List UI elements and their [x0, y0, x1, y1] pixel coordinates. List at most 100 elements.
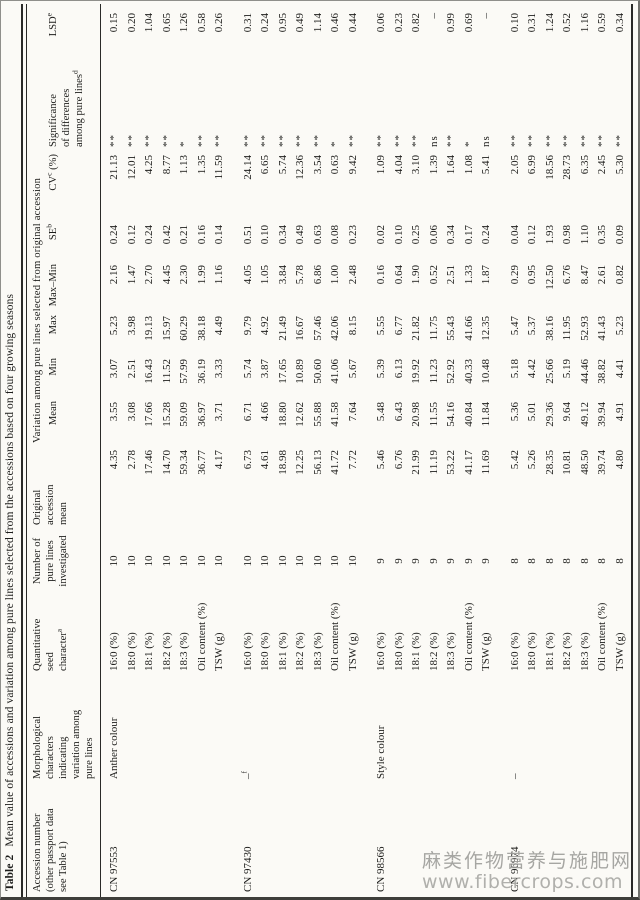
se-cell: 0.10: [392, 225, 405, 245]
lsd-cell: 0.31: [241, 13, 254, 33]
significance-cell: **: [143, 134, 156, 147]
cv-cell: 1.39: [427, 155, 440, 175]
table-row: TSW (g) 9 11.69 11.84 10.48 12.35 1.87 0…: [478, 4, 496, 897]
cv-cell: 4.25: [143, 155, 156, 175]
max-min-cell: 1.33: [462, 265, 475, 285]
significance-cell: **: [346, 134, 359, 147]
significance-cell: **: [508, 134, 521, 147]
table-row: 18:2 (%) 10 14.70 15.28 11.52 15.97 4.45…: [159, 4, 177, 897]
se-cell: 0.25: [410, 225, 423, 245]
max-min-cell: 3.84: [276, 265, 289, 285]
mean-cell: 4.66: [259, 402, 272, 422]
cv-cell: 11.59: [213, 155, 226, 180]
max-min-cell: 8.47: [578, 265, 591, 285]
character-cell: 18:0 (%): [259, 632, 272, 671]
mean-cell: 29.36: [543, 402, 556, 427]
accession-cell: [275, 781, 293, 897]
mean-cell: 5.48: [375, 402, 388, 422]
lsd-cell: 0.10: [508, 13, 521, 33]
pure-lines-count-cell: 9: [392, 558, 405, 564]
min-cell: 40.33: [462, 359, 475, 384]
morphology-cell: [559, 673, 577, 781]
cv-cell: 5.74: [276, 155, 289, 175]
header-significance: Significance of differences among pure l…: [47, 70, 85, 147]
accession-cell: [124, 781, 142, 897]
pure-lines-count-cell: 10: [195, 555, 208, 567]
header-number-of-pure-lines: Number of pure lines investigated: [31, 535, 69, 587]
max-cell: 9.79: [241, 316, 254, 336]
mean-cell: 39.94: [596, 402, 609, 427]
significance-cell: **: [596, 134, 609, 147]
character-cell: 18:2 (%): [294, 632, 307, 671]
character-cell: 18:3 (%): [178, 632, 191, 671]
mean-cell: 12.62: [294, 402, 307, 427]
pure-lines-count-cell: 9: [410, 558, 423, 564]
table-row: 18:1 (%) 10 17.46 17.66 16.43 19.13 2.70…: [141, 4, 159, 897]
se-cell: 0.34: [445, 225, 458, 245]
max-min-cell: 12.50: [543, 265, 556, 290]
morphology-cell: [159, 673, 177, 781]
max-min-cell: 1.87: [480, 265, 493, 285]
original-mean-cell: 11.69: [480, 450, 493, 475]
max-cell: 6.77: [392, 316, 405, 336]
accession-cell: [257, 781, 275, 897]
pure-lines-count-cell: 10: [259, 555, 272, 567]
significance-cell: **: [561, 134, 574, 147]
character-cell: 18:3 (%): [445, 632, 458, 671]
se-cell: 0.42: [160, 225, 173, 245]
header-mean: Mean: [47, 401, 59, 426]
table-row: CN 98566 Style colour 16:0 (%) 9 5.46 5.…: [373, 4, 391, 897]
character-cell: Oil content (%): [329, 602, 342, 671]
original-mean-cell: 12.25: [294, 450, 307, 475]
se-cell: 0.24: [143, 225, 156, 245]
morphology-cell: –f: [239, 771, 254, 779]
lsd-cell: 0.31: [526, 13, 539, 33]
mean-cell: 11.55: [427, 402, 440, 427]
max-cell: 41.66: [462, 316, 475, 341]
se-cell: 0.10: [259, 225, 272, 245]
table-row: Oil content (%) 9 41.17 40.84 40.33 41.6…: [461, 4, 479, 897]
min-cell: 5.67: [346, 359, 359, 379]
table-header-row: Accession number (other passport data se…: [31, 4, 100, 897]
max-cell: 41.43: [596, 316, 609, 341]
watermark: 麻类作物营养与施肥网 www.fibercrops.com: [422, 851, 632, 893]
morphology-cell: [612, 673, 630, 781]
table-row: CN 96974 – 16:0 (%) 8 5.42 5.36 5.18 5.4…: [507, 4, 525, 897]
character-cell: 18:3 (%): [311, 632, 324, 671]
accession-cell: [310, 781, 328, 897]
pure-lines-count-cell: 8: [543, 558, 556, 564]
accession-cell: [327, 781, 345, 897]
original-mean-cell: 41.17: [462, 450, 475, 475]
min-cell: 38.82: [596, 359, 609, 384]
se-cell: 0.12: [526, 225, 539, 245]
se-cell: 0.24: [108, 225, 121, 245]
table-row: 18:3 (%) 9 53.22 54.16 52.92 55.43 2.51 …: [443, 4, 461, 897]
max-min-cell: 1.99: [195, 265, 208, 285]
lsd-cell: 1.24: [543, 13, 556, 33]
morphology-cell: [292, 673, 310, 781]
morphology-cell: [211, 673, 229, 781]
original-mean-cell: 18.98: [276, 450, 289, 475]
max-min-cell: 1.00: [329, 265, 342, 285]
lsd-cell: 1.04: [143, 13, 156, 33]
header-variation-group-title: Variation among pure lines selected from…: [31, 177, 43, 443]
se-cell: 0.51: [241, 225, 254, 245]
min-cell: 6.13: [392, 359, 405, 379]
character-cell: 18:2 (%): [160, 632, 173, 671]
table-row: 18:1 (%) 10 18.98 18.80 17.65 21.49 3.84…: [275, 4, 293, 897]
min-cell: 10.89: [294, 359, 307, 384]
table-row: 18:0 (%) 8 5.26 5.01 4.42 5.37 0.95 0.12…: [524, 4, 542, 897]
min-cell: 5.19: [561, 359, 574, 379]
original-mean-cell: 48.50: [578, 450, 591, 475]
header-quantitative-seed-character: Quantitative seed charactera: [31, 618, 69, 671]
min-cell: 19.92: [410, 359, 423, 384]
max-cell: 5.47: [508, 316, 521, 336]
max-min-cell: 4.05: [241, 265, 254, 285]
lsd-cell: 0.23: [392, 13, 405, 33]
mean-cell: 49.12: [578, 402, 591, 427]
character-cell: Oil content (%): [596, 602, 609, 671]
lsd-cell: 0.59: [596, 13, 609, 33]
lsd-cell: 0.06: [375, 13, 388, 33]
min-cell: 11.23: [427, 359, 440, 384]
